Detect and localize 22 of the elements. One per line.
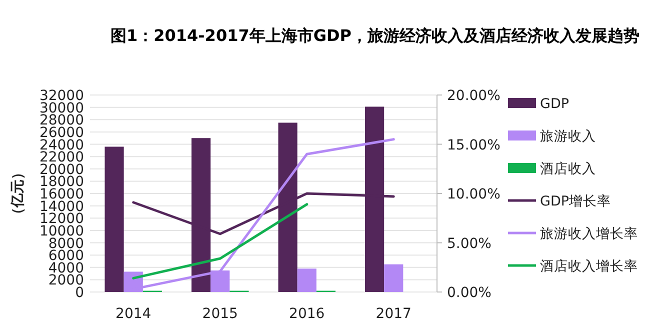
legend-label: 旅游收入增长率	[540, 226, 638, 242]
y2-tick-label: 0.00%	[447, 285, 492, 301]
legend-label: GDP增长率	[540, 194, 611, 210]
bar	[104, 146, 124, 292]
x-tick-label: 2016	[289, 306, 325, 322]
bar	[384, 264, 404, 292]
bar	[297, 268, 316, 292]
y2-tick-label: 5.00%	[447, 236, 492, 252]
x-tick-label: 2017	[376, 306, 412, 322]
chart-title: 图1：2014-2017年上海市GDP，旅游经济收入及酒店经济收入发展趋势	[110, 25, 640, 47]
y2-tick-label: 20.00%	[447, 88, 500, 104]
legend-label: GDP	[540, 96, 569, 112]
legend-label: 酒店收入	[540, 161, 596, 177]
y2-tick-label: 10.00%	[447, 186, 500, 202]
y-axis-title: （亿元）	[10, 166, 26, 222]
x-tick-label: 2015	[202, 306, 238, 322]
y2-tick-label: 15.00%	[447, 137, 500, 154]
legend-label: 旅游收入	[540, 128, 596, 144]
legend-label: 酒店收入增长率	[540, 258, 638, 274]
y-tick-label: 0	[75, 285, 84, 301]
line-series	[132, 192, 395, 236]
x-tick-label: 2014	[116, 306, 152, 322]
